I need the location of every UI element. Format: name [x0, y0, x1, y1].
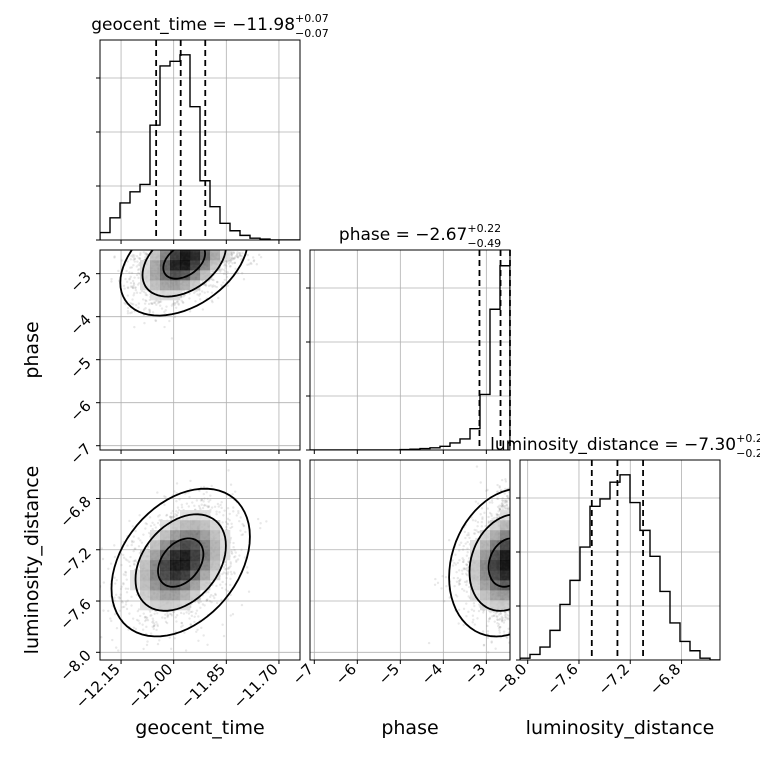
hist-panel-phase: phase = −2.67+0.22 −0.49 — [306, 222, 511, 454]
contour-level-1 — [134, 513, 227, 612]
x-tick-label-luminosity_distance: −8.0 — [492, 660, 530, 698]
x-tick-label-phase: −5 — [375, 660, 403, 688]
joint-panel-geocent_time-phase — [96, 249, 301, 454]
contour-level-0 — [162, 250, 207, 280]
hist-panel-luminosity_distance: luminosity_distance = −7.30+0.20−0.20 — [490, 432, 760, 664]
y-tick-label-luminosity_distance: −6.8 — [56, 493, 94, 531]
x-axis-label-geocent_time: geocent_time — [135, 717, 264, 739]
hist-panel-geocent_time: geocent_time = −11.98+0.07 −0.07 — [91, 12, 329, 244]
contour-level-0 — [157, 537, 205, 588]
x-tick-label-geocent_time: −11.85 — [177, 660, 229, 712]
y-axis-label-luminosity_distance: luminosity_distance — [21, 466, 43, 655]
y-tick-label-luminosity_distance: −8.0 — [56, 646, 94, 684]
joint-panel-geocent_time-luminosity_distance — [96, 459, 301, 664]
contour-level-1 — [141, 250, 227, 298]
contour-level-2 — [448, 488, 510, 638]
y-tick-label-luminosity_distance: −7.2 — [56, 544, 94, 582]
x-tick-label-luminosity_distance: −7.6 — [543, 660, 581, 698]
panel-title-phase: phase = −2.67+0.22 −0.49 — [339, 222, 501, 250]
panel-title-geocent_time: geocent_time = −11.98+0.07 −0.07 — [91, 12, 329, 40]
x-tick-label-phase: −7 — [289, 660, 317, 688]
joint-panel-phase-luminosity_distance — [309, 459, 511, 664]
x-tick-label-geocent_time: −11.70 — [230, 660, 282, 712]
y-tick-label-phase: −6 — [66, 397, 94, 425]
y-tick-label-phase: −5 — [66, 354, 94, 382]
panel-title-luminosity_distance: luminosity_distance = −7.30+0.20−0.20 — [490, 432, 760, 460]
y-tick-label-phase: −3 — [66, 268, 94, 296]
x-tick-label-phase: −6 — [332, 660, 360, 688]
y-tick-label-phase: −4 — [66, 311, 94, 339]
histogram-phase — [310, 265, 510, 450]
contour-level-1 — [468, 513, 510, 612]
y-axis-label-phase: phase — [21, 321, 43, 378]
x-axis-label-luminosity_distance: luminosity_distance — [526, 717, 715, 739]
x-tick-label-phase: −4 — [418, 660, 446, 688]
histogram-luminosity_distance — [520, 474, 720, 660]
x-tick-label-geocent_time: −12.00 — [125, 660, 177, 712]
contours-geocent_time-phase — [119, 250, 248, 317]
contour-level-2 — [110, 487, 251, 638]
y-tick-label-luminosity_distance: −7.6 — [56, 595, 94, 633]
x-tick-label-luminosity_distance: −7.2 — [595, 660, 633, 698]
x-axis-label-phase: phase — [381, 717, 438, 739]
contour-level-0 — [487, 537, 510, 588]
x-tick-label-luminosity_distance: −6.8 — [646, 660, 684, 698]
contours-phase-luminosity_distance — [448, 488, 510, 638]
contours-geocent_time-luminosity_distance — [110, 487, 251, 638]
y-tick-label-phase: −7 — [66, 440, 94, 468]
histogram-geocent_time — [100, 54, 300, 240]
x-tick-label-phase: −3 — [461, 660, 489, 688]
contour-level-2 — [119, 250, 248, 317]
